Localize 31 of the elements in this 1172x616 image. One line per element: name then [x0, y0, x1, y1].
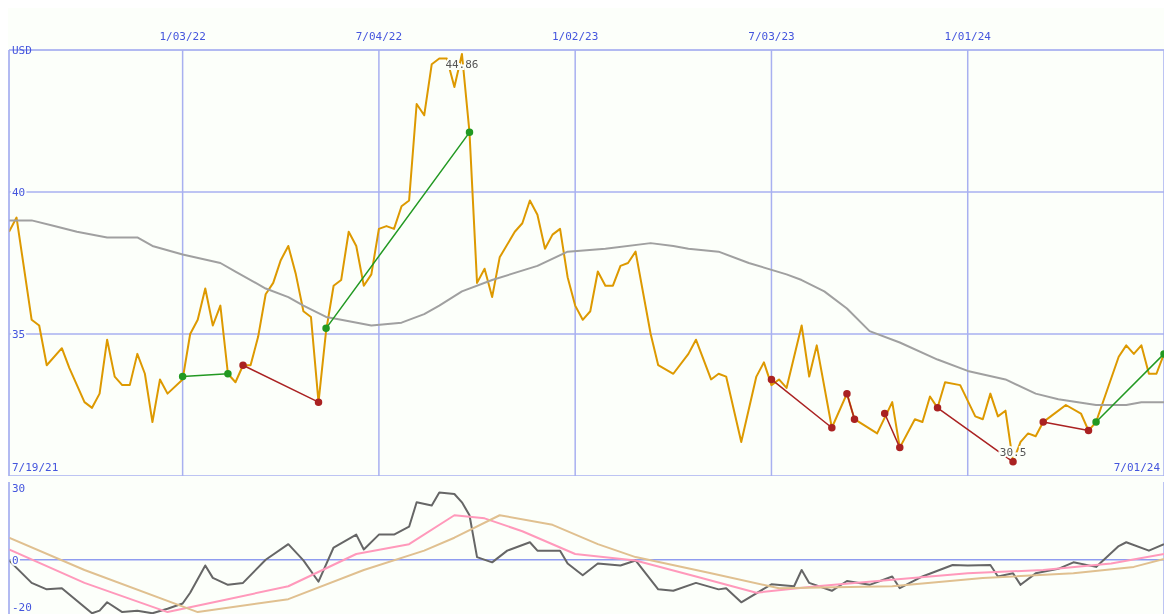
line-series	[9, 219, 1164, 406]
y-axis-title: USD	[12, 44, 32, 57]
x-tick-label: 1/02/23	[552, 30, 599, 43]
y-tick-label: 35	[12, 327, 26, 341]
point	[828, 423, 836, 432]
x-tick-label: 1/03/22	[159, 30, 206, 43]
point	[843, 389, 851, 398]
x-tick-label: 7/04/22	[355, 30, 403, 43]
point	[767, 375, 776, 384]
point	[239, 361, 247, 369]
point	[1084, 426, 1093, 435]
point	[933, 404, 942, 412]
point	[1092, 418, 1100, 426]
point	[1009, 458, 1017, 466]
point	[322, 324, 330, 333]
annotation: 7/01/24	[1113, 461, 1160, 474]
x-tick-label: 7/03/23	[748, 30, 795, 43]
line-series	[9, 514, 1164, 614]
point	[1039, 418, 1047, 426]
point	[224, 370, 232, 378]
point	[178, 372, 187, 381]
point	[896, 443, 904, 452]
point	[880, 409, 889, 418]
y-tick-label: 30	[12, 481, 26, 495]
y-tick-label: -20	[12, 601, 32, 615]
annotation: 7/19/21	[12, 461, 59, 474]
y-tick-label: 40	[12, 185, 26, 199]
point	[465, 128, 474, 137]
x-tick-label: 1/01/24	[944, 30, 992, 43]
point	[314, 398, 323, 406]
point	[850, 415, 859, 423]
